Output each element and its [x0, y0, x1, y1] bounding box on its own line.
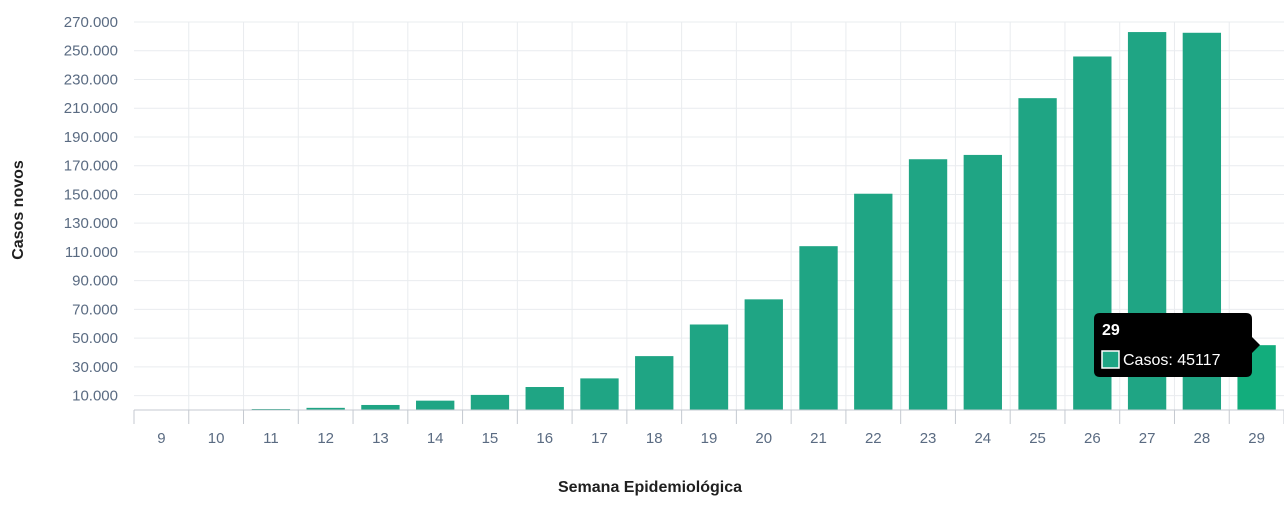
x-tick-label: 20	[755, 430, 772, 447]
y-tick-label: 90.000	[72, 273, 118, 290]
y-tick-label: 190.000	[64, 129, 118, 146]
bar[interactable]	[306, 407, 345, 410]
tooltip-background	[1094, 313, 1260, 377]
y-tick-label: 270.000	[64, 14, 118, 31]
bar[interactable]	[854, 193, 893, 410]
x-tick-label: 22	[865, 430, 882, 447]
x-tick-label: 18	[646, 430, 663, 447]
y-tick-label: 50.000	[72, 330, 118, 347]
x-tick-label: 27	[1139, 430, 1156, 447]
x-tick-label: 24	[974, 430, 991, 447]
x-axis-ticks: 9 10 11 12 13 14 15 16 17 18 19 20 21 22 23 24 25 26 27 28 2…	[134, 409, 1284, 447]
x-tick-label: 14	[427, 430, 444, 447]
y-axis-title: Casos novos	[10, 160, 27, 260]
y-tick-label: 150.000	[64, 186, 118, 203]
x-tick-label: 11	[263, 430, 279, 447]
y-tick-label: 70.000	[72, 301, 118, 318]
bar[interactable]	[580, 378, 619, 410]
x-tick-label: 12	[317, 430, 334, 447]
x-axis-title: Semana Epidemiológica	[558, 479, 742, 496]
y-tick-label: 10.000	[72, 388, 118, 405]
tooltip: 29 Casos: 45117	[1094, 313, 1260, 377]
bar[interactable]	[635, 356, 674, 410]
bar[interactable]	[525, 387, 564, 410]
tooltip-series-swatch	[1101, 350, 1120, 369]
bar[interactable]	[689, 324, 729, 410]
bar[interactable]	[361, 404, 400, 410]
x-tick-label: 17	[591, 430, 608, 447]
x-tick-label: 23	[920, 430, 937, 447]
x-tick-label: 15	[482, 430, 499, 447]
x-tick-label: 13	[372, 430, 389, 447]
bar[interactable]	[416, 400, 455, 410]
x-tick-label: 9	[157, 430, 165, 447]
tooltip-title: 29	[1102, 322, 1120, 339]
y-tick-label: 250.000	[64, 43, 118, 60]
x-tick-label: 21	[810, 430, 827, 447]
y-tick-label: 170.000	[64, 158, 118, 175]
tooltip-value: Casos: 45117	[1123, 352, 1221, 369]
x-tick-label: 29	[1248, 430, 1265, 447]
x-tick-label: 16	[536, 430, 553, 447]
bar[interactable]	[908, 159, 948, 410]
bar[interactable]	[744, 299, 783, 410]
x-tick-label: 28	[1194, 430, 1211, 447]
y-tick-label: 210.000	[64, 100, 118, 117]
x-tick-label: 25	[1029, 430, 1046, 447]
x-tick-label: 19	[701, 430, 718, 447]
x-tick-label: 10	[208, 430, 225, 447]
bar[interactable]	[470, 394, 510, 410]
y-tick-label: 230.000	[64, 71, 118, 88]
bar[interactable]	[799, 246, 838, 410]
y-tick-label: 130.000	[64, 215, 118, 232]
y-axis-ticks: 10.000 30.000 50.000 70.000 90.000 110.000 130…	[64, 14, 118, 405]
y-tick-label: 30.000	[72, 359, 118, 376]
x-tick-label: 26	[1084, 430, 1101, 447]
bar[interactable]	[1018, 98, 1057, 410]
bar[interactable]	[963, 154, 1002, 410]
y-tick-label: 110.000	[65, 244, 118, 261]
